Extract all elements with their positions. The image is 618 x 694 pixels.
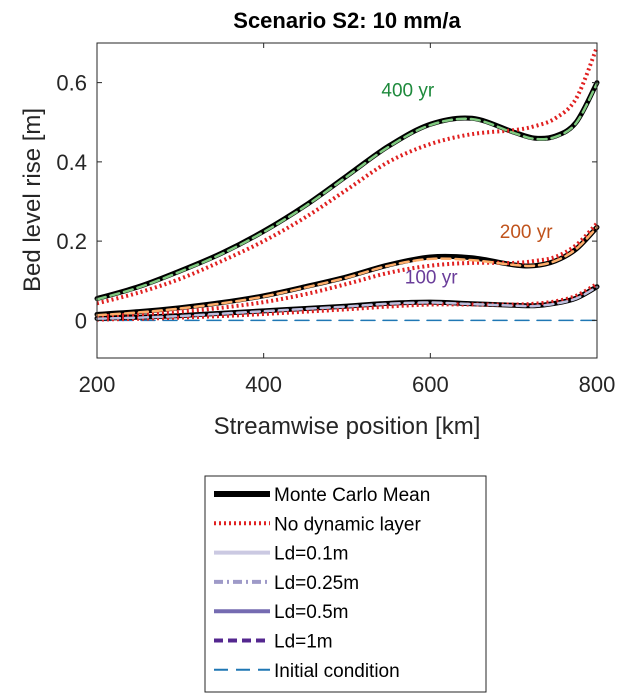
x-tick-label: 600 (412, 372, 449, 397)
series-line-200yr-no-dynamic-layer (96, 221, 599, 319)
chart-title: Scenario S2: 10 mm/a (233, 8, 461, 33)
y-tick-label: 0 (75, 308, 87, 333)
legend-label: Ld=0.25m (274, 573, 359, 594)
x-tick-label: 200 (79, 372, 116, 397)
legend-label: Ld=0.1m (274, 544, 348, 565)
legend-box (204, 475, 487, 693)
annotation-400yr: 400 yr (381, 80, 434, 101)
legend-items: Monte Carlo Mean No dynamic layer Ld=0.1m L… (214, 485, 430, 682)
annotation-100yr: 100 yr (405, 268, 458, 289)
x-axis-label: Streamwise position [km] (214, 413, 481, 440)
x-tick-label: 400 (245, 372, 282, 397)
legend-label: Initial condition (274, 661, 400, 682)
x-tick-label: 800 (579, 372, 616, 397)
legend-label: Monte Carlo Mean (274, 485, 430, 506)
plot-area: 200 400 600 800 0 0.2 0.4 0.6 400 yr 200 yr 100 y… (56, 42, 615, 397)
series-layer (94, 46, 600, 322)
series-line-100yr-100-yr-band (95, 285, 599, 321)
y-axis-label: Bed level rise [m] (19, 108, 46, 292)
y-tick-label: 0.6 (56, 71, 87, 96)
y-tick-label: 0.2 (56, 229, 87, 254)
series-line-200yr-200-yr-band (95, 226, 599, 317)
ticks-layer: 200 400 600 800 0 0.2 0.4 0.6 (56, 43, 615, 397)
annotation-layer: 400 yr 200 yr 100 yr (381, 80, 553, 288)
legend-label: No dynamic layer (274, 514, 421, 535)
axes-box (96, 42, 598, 359)
y-tick-label: 0.4 (56, 150, 87, 175)
series-line-100yr-no-dynamic-layer (96, 282, 599, 322)
annotation-200yr: 200 yr (500, 222, 553, 243)
legend-label: Ld=0.5m (274, 602, 348, 623)
legend: Monte Carlo Mean No dynamic layer Ld=0.1m L… (204, 475, 487, 693)
legend-label: Ld=1m (274, 632, 333, 653)
series-line-400yr-no-dynamic-layer (96, 46, 599, 306)
series-line-400yr-400-yr-band (95, 82, 599, 301)
